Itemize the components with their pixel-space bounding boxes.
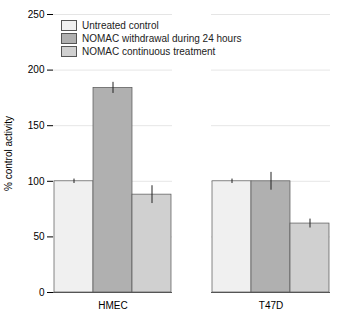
svg-text:150: 150 xyxy=(28,120,45,131)
svg-text:T47D: T47D xyxy=(259,300,283,311)
svg-text:0: 0 xyxy=(39,287,45,298)
svg-text:200: 200 xyxy=(28,64,45,75)
html-text:NOMAC continuous treatment: NOMAC continuous treatment xyxy=(82,46,216,57)
svg-text:250: 250 xyxy=(28,9,45,20)
svg-text:100: 100 xyxy=(28,176,45,187)
svg-text:% control activity: % control activity xyxy=(3,116,14,191)
svg-text:HMEC: HMEC xyxy=(98,300,127,311)
svg-text:50: 50 xyxy=(33,231,45,242)
html-text:Untreated control: Untreated control xyxy=(82,20,159,31)
html-text:NOMAC withdrawal during 24 hou: NOMAC withdrawal during 24 hours xyxy=(82,33,242,44)
